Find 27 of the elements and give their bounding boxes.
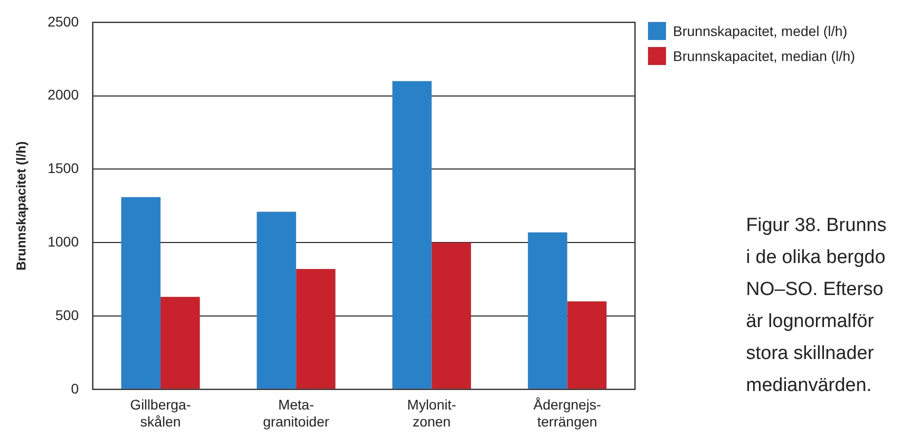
text: medianvärden. xyxy=(746,374,873,398)
y-axis-title: Brunnskapacitet (l/h) xyxy=(13,141,28,271)
text: NO–SO. Efterso xyxy=(746,278,884,302)
text: är lognormalför xyxy=(746,310,875,334)
legend-label: Brunnskapacitet, medel (l/h) xyxy=(672,22,848,41)
y-tick-label: 2500 xyxy=(48,13,79,30)
legend-label: Brunnskapacitet, median (l/h) xyxy=(672,46,856,66)
bar xyxy=(392,81,432,389)
x-tick-label: Mylonit- zonen xyxy=(407,396,456,430)
bar xyxy=(528,232,568,389)
x-tick-label: Ådergnejs- terrängen xyxy=(533,396,602,430)
y-tick-label: 2000 xyxy=(48,86,79,103)
bar xyxy=(567,301,607,389)
y-tick-label: 500 xyxy=(55,306,79,323)
text: Figur 38. Brunns xyxy=(746,214,886,238)
text: stora skillnader xyxy=(746,342,875,366)
bar xyxy=(160,296,200,389)
bar xyxy=(121,197,161,389)
x-tick-label: Gillberga- skålen xyxy=(130,396,192,430)
text: i de olika bergdo xyxy=(746,246,886,270)
y-tick-label: 1500 xyxy=(48,160,79,176)
y-tick-label: 1000 xyxy=(48,233,79,250)
bar xyxy=(432,242,471,389)
y-tick-label: 0 xyxy=(70,380,79,396)
bar xyxy=(296,269,336,389)
x-tick-label: Meta- granitoider xyxy=(263,396,330,430)
bar xyxy=(256,212,296,389)
